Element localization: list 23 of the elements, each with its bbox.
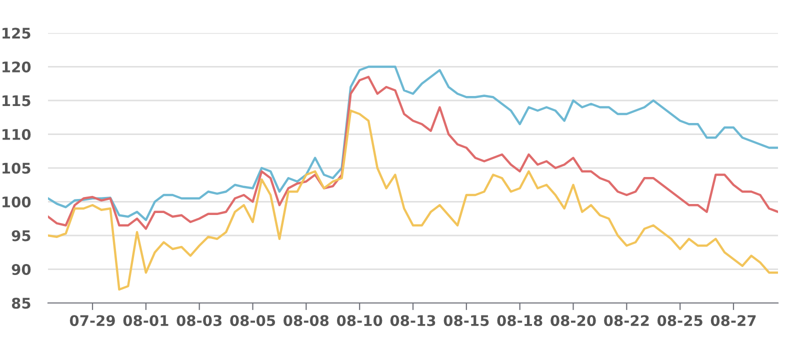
x-tick-label: 08-03 xyxy=(176,315,222,326)
x-tick-label: 08-10 xyxy=(336,315,382,326)
x-tick-label: 07-29 xyxy=(70,315,115,326)
y-tick-label: 85 xyxy=(12,298,30,309)
x-tick-label: 08-15 xyxy=(444,315,489,326)
y-tick-label: 110 xyxy=(2,128,31,140)
y-tick-label: 115 xyxy=(2,95,30,106)
y-tick-label: 90 xyxy=(12,264,31,275)
x-tick-label: 08-05 xyxy=(230,315,276,326)
y-tick-label: 95 xyxy=(12,230,30,242)
x-tick-label: 08-22 xyxy=(604,315,649,326)
x-tick-label: 08-13 xyxy=(390,315,436,326)
x-tick-label: 08-18 xyxy=(497,315,542,326)
y-tick-label: 120 xyxy=(2,61,31,72)
x-tick-label: 08-01 xyxy=(123,315,168,326)
y-tick-label: 105 xyxy=(2,162,30,174)
x-tick-label: 08-27 xyxy=(710,315,756,326)
line-series xyxy=(48,110,778,291)
y-tick-label: 100 xyxy=(2,196,31,208)
x-tick-label: 08-25 xyxy=(657,315,702,326)
x-tick-label: 08-08 xyxy=(284,315,329,326)
y-tick-label: 125 xyxy=(2,28,30,39)
x-tick-label: 08-20 xyxy=(550,315,596,326)
